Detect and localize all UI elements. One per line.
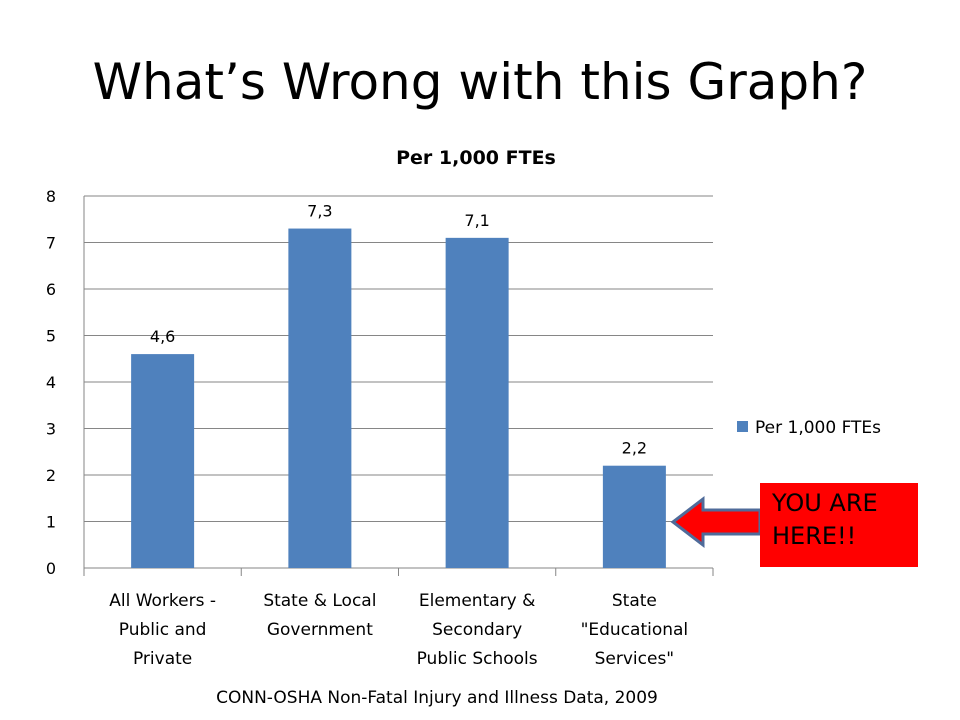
source-note: CONN-OSHA Non-Fatal Injury and Illness D… bbox=[216, 688, 658, 708]
category-label: State bbox=[612, 591, 657, 611]
bars bbox=[131, 228, 666, 569]
category-label: Public Schools bbox=[417, 649, 538, 669]
bar bbox=[131, 354, 195, 568]
y-tick-label: 1 bbox=[46, 513, 56, 532]
legend: Per 1,000 FTEs bbox=[737, 418, 881, 438]
legend-swatch bbox=[737, 421, 748, 432]
y-tick-label: 8 bbox=[46, 187, 56, 206]
slide-title: What’s Wrong with this Graph? bbox=[92, 53, 868, 111]
category-label: Secondary bbox=[432, 620, 522, 640]
data-labels: 4,6 7,3 7,1 2,2 bbox=[150, 202, 647, 458]
y-tick-label: 3 bbox=[46, 420, 56, 439]
y-tick-label: 6 bbox=[46, 280, 56, 299]
data-label: 2,2 bbox=[622, 439, 647, 458]
category-label: Public and bbox=[119, 620, 207, 640]
bar bbox=[602, 465, 666, 568]
bar bbox=[445, 237, 509, 568]
data-label: 4,6 bbox=[150, 327, 175, 346]
data-label: 7,3 bbox=[307, 202, 332, 221]
category-label: Private bbox=[133, 649, 192, 669]
category-label: State & Local bbox=[263, 591, 376, 611]
arrow-icon bbox=[670, 495, 762, 549]
y-tick-label: 5 bbox=[46, 327, 56, 346]
legend-label: Per 1,000 FTEs bbox=[755, 418, 881, 438]
y-tick-label: 7 bbox=[46, 234, 56, 253]
chart-title: Per 1,000 FTEs bbox=[396, 147, 556, 169]
you-are-here-callout: YOU ARE HERE!! bbox=[760, 483, 918, 567]
y-tick-label: 0 bbox=[46, 559, 56, 578]
bar bbox=[288, 228, 352, 569]
category-label: All Workers - bbox=[109, 591, 216, 611]
category-label: Government bbox=[267, 620, 373, 640]
category-label: "Educational bbox=[581, 620, 689, 640]
data-label: 7,1 bbox=[464, 211, 489, 230]
category-label: Services" bbox=[595, 649, 675, 669]
x-axis-categories: All Workers - Public and Private State & Lo… bbox=[109, 591, 688, 669]
category-label: Elementary & bbox=[419, 591, 536, 611]
y-tick-label: 4 bbox=[46, 373, 56, 392]
y-axis-ticks: 0 1 2 3 4 5 6 7 8 bbox=[46, 187, 56, 578]
y-tick-label: 2 bbox=[46, 466, 56, 485]
